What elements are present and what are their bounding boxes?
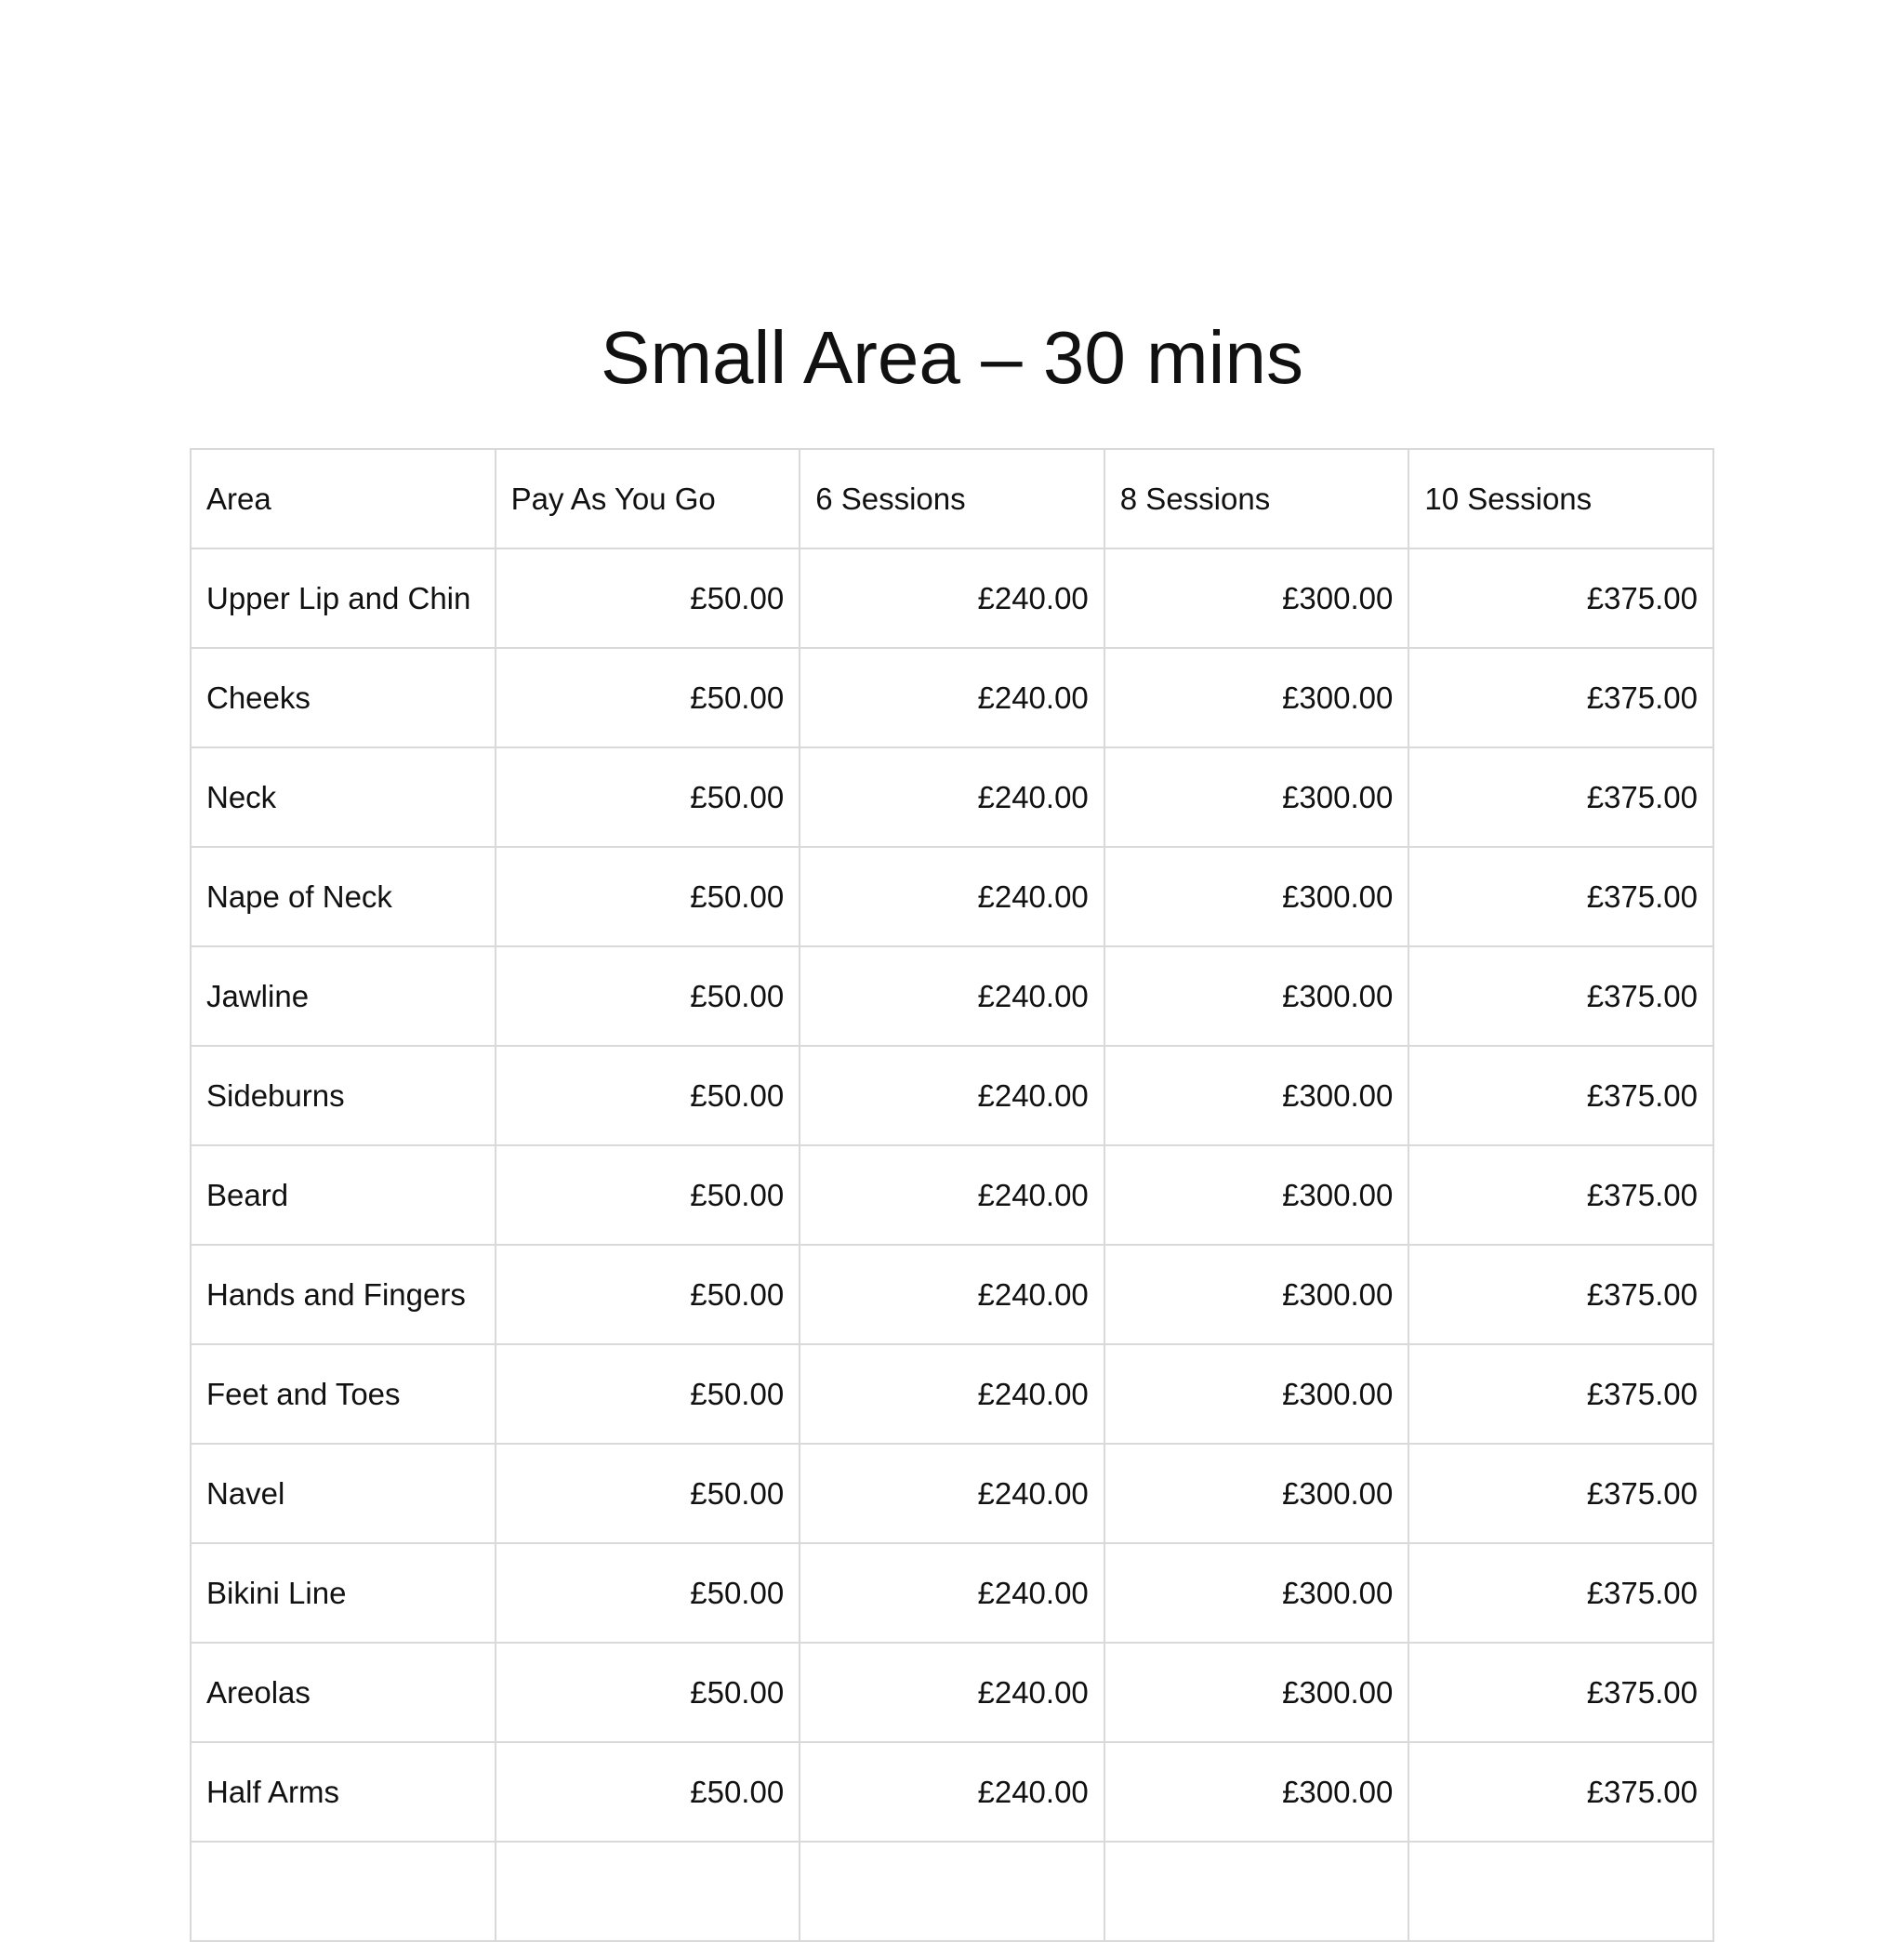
table-row: Jawline £50.00 £240.00 £300.00 £375.00 <box>190 945 1714 1047</box>
price-cell: £300.00 <box>1103 1741 1410 1843</box>
price-cell: £50.00 <box>494 1045 801 1146</box>
price-cell: £375.00 <box>1408 647 1714 748</box>
price-cell: £300.00 <box>1103 1045 1410 1146</box>
price-cell: £375.00 <box>1408 1045 1714 1146</box>
table-row: Areolas £50.00 £240.00 £300.00 £375.00 <box>190 1642 1714 1743</box>
price-cell: £240.00 <box>799 548 1105 649</box>
price-cell: £50.00 <box>494 1542 801 1644</box>
table-row: Beard £50.00 £240.00 £300.00 £375.00 <box>190 1144 1714 1246</box>
area-cell <box>190 1841 496 1942</box>
price-cell <box>1408 1841 1714 1942</box>
area-cell: Neck <box>190 746 496 848</box>
price-cell: £300.00 <box>1103 1443 1410 1544</box>
header-row: Area Pay As You Go 6 Sessions 8 Sessions 10 … <box>190 448 1714 549</box>
area-cell: Areolas <box>190 1642 496 1743</box>
price-cell: £50.00 <box>494 1343 801 1445</box>
area-cell: Feet and Toes <box>190 1343 496 1445</box>
price-cell: £50.00 <box>494 1741 801 1843</box>
price-cell: £300.00 <box>1103 746 1410 848</box>
price-cell: £375.00 <box>1408 1642 1714 1743</box>
price-cell: £50.00 <box>494 1443 801 1544</box>
area-cell: Hands and Fingers <box>190 1244 496 1345</box>
price-cell: £375.00 <box>1408 1244 1714 1345</box>
page-title: Small Area – 30 mins <box>601 316 1303 399</box>
price-cell: £300.00 <box>1103 1244 1410 1345</box>
price-cell: £300.00 <box>1103 846 1410 947</box>
price-cell: £240.00 <box>799 1144 1105 1246</box>
price-cell: £240.00 <box>799 1741 1105 1843</box>
table-row: Navel £50.00 £240.00 £300.00 £375.00 <box>190 1443 1714 1544</box>
price-cell: £240.00 <box>799 1045 1105 1146</box>
price-cell: £240.00 <box>799 1642 1105 1743</box>
price-cell: £240.00 <box>799 945 1105 1047</box>
price-cell: £300.00 <box>1103 1542 1410 1644</box>
table-row: Nape of Neck £50.00 £240.00 £300.00 £375.00 <box>190 846 1714 947</box>
area-cell: Navel <box>190 1443 496 1544</box>
price-cell: £375.00 <box>1408 1144 1714 1246</box>
price-cell: £50.00 <box>494 746 801 848</box>
area-cell: Half Arms <box>190 1741 496 1843</box>
price-cell: £240.00 <box>799 1443 1105 1544</box>
price-cell <box>494 1841 801 1942</box>
price-cell: £240.00 <box>799 746 1105 848</box>
table-row: Bikini Line £50.00 £240.00 £300.00 £375.00 <box>190 1542 1714 1644</box>
table-row: Feet and Toes £50.00 £240.00 £300.00 £375.00 <box>190 1343 1714 1445</box>
price-cell: £50.00 <box>494 945 801 1047</box>
table-row: Half Arms £50.00 £240.00 £300.00 £375.00 <box>190 1741 1714 1843</box>
price-cell: £375.00 <box>1408 1343 1714 1445</box>
price-cell: £240.00 <box>799 1343 1105 1445</box>
table-row: Neck £50.00 £240.00 £300.00 £375.00 <box>190 746 1714 848</box>
price-cell: £375.00 <box>1408 1741 1714 1843</box>
price-cell: £240.00 <box>799 1244 1105 1345</box>
table-row <box>190 1841 1714 1942</box>
area-cell: Jawline <box>190 945 496 1047</box>
price-cell: £50.00 <box>494 548 801 649</box>
price-cell: £240.00 <box>799 1542 1105 1644</box>
table-row: Sideburns £50.00 £240.00 £300.00 £375.00 <box>190 1045 1714 1146</box>
price-cell: £375.00 <box>1408 746 1714 848</box>
price-cell <box>1103 1841 1410 1942</box>
price-cell: £300.00 <box>1103 1144 1410 1246</box>
area-cell: Cheeks <box>190 647 496 748</box>
price-cell: £300.00 <box>1103 1642 1410 1743</box>
price-cell: £50.00 <box>494 846 801 947</box>
price-table: Area Pay As You Go 6 Sessions 8 Sessions 10 … <box>190 448 1714 1942</box>
area-cell: Nape of Neck <box>190 846 496 947</box>
price-cell: £240.00 <box>799 846 1105 947</box>
price-cell <box>799 1841 1105 1942</box>
price-cell: £375.00 <box>1408 1443 1714 1544</box>
price-cell: £50.00 <box>494 1244 801 1345</box>
price-cell: £375.00 <box>1408 846 1714 947</box>
column-header: 6 Sessions <box>799 448 1105 549</box>
price-cell: £300.00 <box>1103 647 1410 748</box>
column-header: Area <box>190 448 496 549</box>
column-header: 8 Sessions <box>1103 448 1410 549</box>
price-cell: £50.00 <box>494 1642 801 1743</box>
price-cell: £300.00 <box>1103 945 1410 1047</box>
column-header: Pay As You Go <box>494 448 801 549</box>
price-cell: £375.00 <box>1408 548 1714 649</box>
price-cell: £50.00 <box>494 1144 801 1246</box>
area-cell: Upper Lip and Chin <box>190 548 496 649</box>
price-cell: £240.00 <box>799 647 1105 748</box>
area-cell: Bikini Line <box>190 1542 496 1644</box>
table-row: Upper Lip and Chin £50.00 £240.00 £300.00 £3… <box>190 548 1714 649</box>
column-header: 10 Sessions <box>1408 448 1714 549</box>
area-cell: Beard <box>190 1144 496 1246</box>
table-row: Hands and Fingers £50.00 £240.00 £300.00 £37… <box>190 1244 1714 1345</box>
table-row: Cheeks £50.00 £240.00 £300.00 £375.00 <box>190 647 1714 748</box>
price-cell: £300.00 <box>1103 1343 1410 1445</box>
price-cell: £300.00 <box>1103 548 1410 649</box>
price-cell: £375.00 <box>1408 1542 1714 1644</box>
area-cell: Sideburns <box>190 1045 496 1146</box>
price-cell: £375.00 <box>1408 945 1714 1047</box>
price-cell: £50.00 <box>494 647 801 748</box>
